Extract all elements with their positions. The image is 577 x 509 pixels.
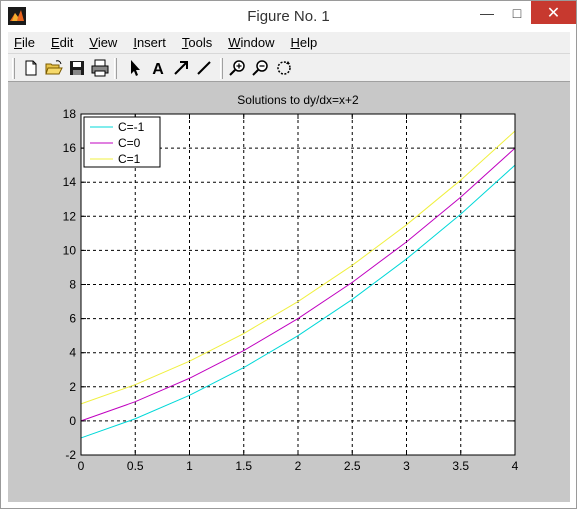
legend-label-2: C=1 <box>118 152 141 166</box>
close-icon: ✕ <box>546 4 561 22</box>
figure-canvas: 0 0.5 1 1.5 2 2.5 3 3.5 4 -2 0 2 4 6 8 10 12 14 16 18 Soluti… <box>8 82 570 502</box>
legend-label-0: C=-1 <box>118 120 145 134</box>
svg-text:A: A <box>152 61 164 78</box>
print-icon[interactable] <box>90 58 110 78</box>
line-chart: 0 0.5 1 1.5 2 2.5 3 3.5 4-2024681012141618Soluti… <box>63 93 519 473</box>
x-tick-label: 1.5 <box>235 459 252 473</box>
y-tick-label: 8 <box>69 278 76 292</box>
series-line-1 <box>80 147 516 422</box>
menu-item-insert[interactable]: Insert <box>133 35 166 50</box>
y-tick-label: 10 <box>63 243 77 257</box>
y-tick-label: 12 <box>63 209 77 223</box>
x-tick-label: 1 <box>186 459 193 473</box>
new-file-icon[interactable] <box>21 58 41 78</box>
menu-bar: File Edit View Insert Tools Window Help <box>8 32 570 53</box>
y-tick-label: 18 <box>63 107 77 121</box>
rotate-icon[interactable] <box>274 58 294 78</box>
window-title: Figure No. 1 <box>247 8 330 25</box>
maximize-icon: □ <box>512 4 522 21</box>
y-tick-label: -2 <box>65 448 76 462</box>
toolbar-grip[interactable] <box>12 58 15 79</box>
arrow-select-icon[interactable] <box>125 58 145 78</box>
save-icon[interactable] <box>67 58 87 78</box>
y-tick-label: 0 <box>69 414 76 428</box>
close-button[interactable]: ✕ <box>531 1 576 24</box>
y-tick-label: 2 <box>69 380 76 394</box>
minimize-button[interactable]: — <box>473 1 501 24</box>
x-tick-label: 4 <box>512 459 519 473</box>
y-tick-label: 6 <box>69 312 76 326</box>
zoom-out-icon[interactable] <box>251 58 271 78</box>
title-bar[interactable]: Figure No. 1 — □ ✕ <box>1 1 576 32</box>
text-insert-icon[interactable]: A <box>148 58 168 78</box>
menu-item-help[interactable]: Help <box>290 35 318 50</box>
series-line-2 <box>80 130 516 405</box>
open-file-icon[interactable] <box>44 58 64 78</box>
toolbar-separator <box>220 58 223 79</box>
legend-label-1: C=0 <box>118 136 141 150</box>
menu-item-view[interactable]: View <box>89 35 118 50</box>
series-line-0 <box>80 164 516 439</box>
x-tick-label: 2 <box>295 459 302 473</box>
arrow-insert-icon[interactable] <box>171 58 191 78</box>
x-tick-label: 0 <box>78 459 85 473</box>
menu-item-window[interactable]: Window <box>228 35 275 50</box>
x-tick-label: 0.5 <box>127 459 144 473</box>
x-tick-label: 2.5 <box>344 459 361 473</box>
y-tick-label: 4 <box>69 346 76 360</box>
y-tick-label: 16 <box>63 141 77 155</box>
x-tick-label: 3.5 <box>452 459 469 473</box>
minimize-icon: — <box>480 4 494 21</box>
maximize-button[interactable]: □ <box>504 1 530 24</box>
menu-item-tools[interactable]: Tools <box>181 35 213 50</box>
chart-title: Solutions to dy/dx=x+2 <box>237 93 359 107</box>
line-insert-icon[interactable] <box>194 58 214 78</box>
toolbar: A <box>8 53 570 82</box>
matlab-logo-icon <box>8 7 26 25</box>
menu-item-edit[interactable]: Edit <box>50 35 74 50</box>
menu-item-file[interactable]: File <box>14 35 35 50</box>
zoom-in-icon[interactable] <box>228 58 248 78</box>
toolbar-separator <box>114 58 117 79</box>
x-tick-label: 3 <box>403 459 410 473</box>
y-tick-label: 14 <box>63 175 77 189</box>
